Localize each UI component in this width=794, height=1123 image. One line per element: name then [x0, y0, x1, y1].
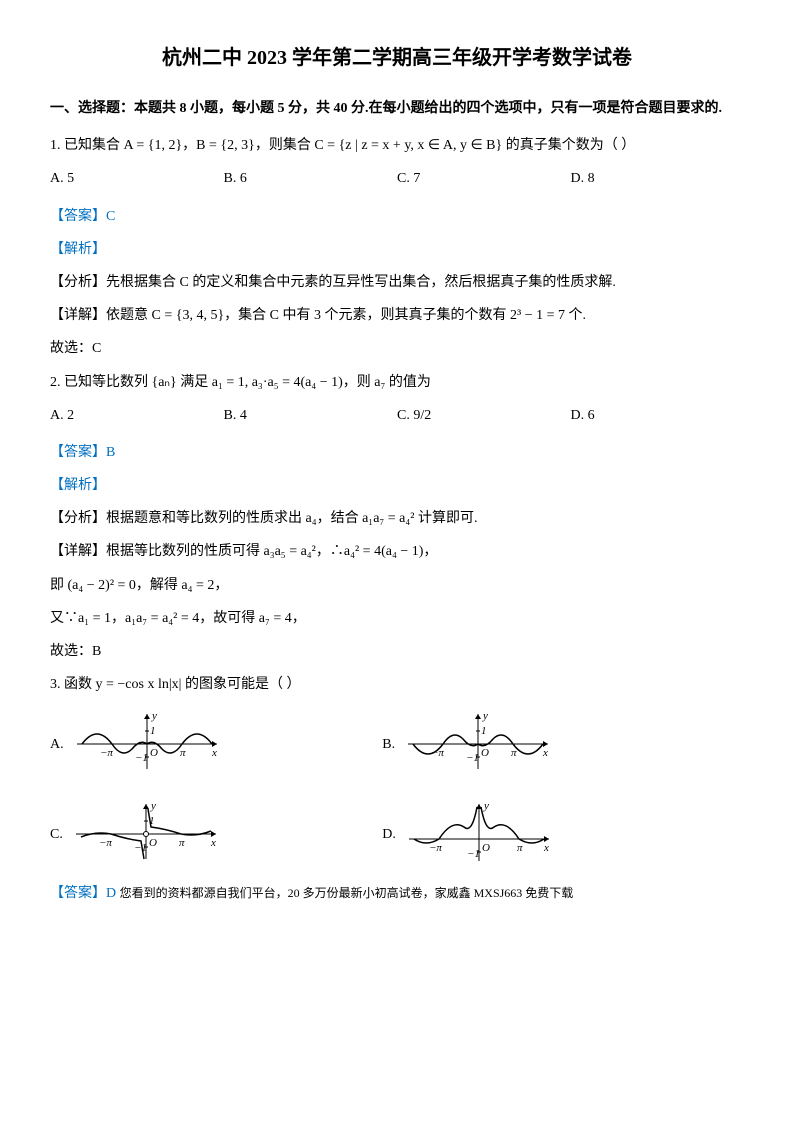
q2-optA: A. 2: [50, 403, 224, 428]
q2-step2: 即 (a₄ − 2)² = 0，解得 a₄ = 2，: [50, 573, 744, 598]
neg-pi-label: −π: [100, 747, 113, 759]
neg-one-label: −1: [135, 752, 148, 764]
q1-detail: 【详解】依题意 C = {3, 4, 5}，集合 C 中有 3 个元素，则其真子…: [50, 303, 744, 328]
q1-optC: C. 7: [397, 166, 571, 191]
x-axis-label: x: [543, 842, 549, 854]
origin-label: O: [149, 837, 157, 849]
origin-label: O: [482, 842, 490, 854]
q3-optC-label: C.: [50, 822, 63, 847]
origin-label: O: [150, 747, 158, 759]
q2-text: 2. 已知等比数列 {aₙ} 满足 a₁ = 1, a₃·a₅ = 4(a₄ −…: [50, 370, 744, 395]
page-title: 杭州二中 2023 学年第二学期高三年级开学考数学试卷: [50, 40, 744, 76]
q3-graphA: A. x y O π −π 1 −1: [50, 709, 362, 779]
graph-a-svg: x y O π −π 1 −1: [72, 709, 222, 779]
q1-analysis: 【解析】: [50, 237, 744, 262]
neg-one-label: −1: [466, 752, 479, 764]
one-label: 1: [481, 725, 487, 737]
q1-text: 1. 已知集合 A = {1, 2}，B = {2, 3}，则集合 C = {z…: [50, 133, 744, 158]
q1-answer: 【答案】C: [50, 204, 744, 229]
one-label: 1: [149, 815, 155, 827]
graph-b-svg: x y O π −π 1 −1: [403, 709, 553, 779]
q3-graphs: A. x y O π −π 1 −1 B. x y O: [50, 709, 744, 869]
q3-text: 3. 函数 y = −cos x ln|x| 的图象可能是（ ）: [50, 672, 744, 697]
q3-optD-label: D.: [382, 822, 396, 847]
graph-c-svg: x y O π −π 1 −1: [71, 799, 221, 869]
neg-pi-label: −π: [99, 837, 112, 849]
y-axis-label: y: [150, 800, 156, 812]
pi-label: π: [517, 842, 523, 854]
origin-label: O: [481, 747, 489, 759]
neg-pi-label: −π: [431, 747, 444, 759]
footer-text: 您看到的资料都源自我们平台，20 多万份最新小初高试卷，家威鑫 MXSJ663 …: [120, 886, 574, 900]
q3-graphC: C. x y O π −π 1 −1: [50, 799, 362, 869]
x-axis-label: x: [542, 747, 548, 759]
q2-options: A. 2 B. 4 C. 9/2 D. 6: [50, 403, 744, 428]
neg-pi-label: −π: [429, 842, 442, 854]
q3-optA-label: A.: [50, 732, 64, 757]
pi-label: π: [180, 747, 186, 759]
q2-step3: 又∵a₁ = 1，a₁a₇ = a₄² = 4，故可得 a₇ = 4，: [50, 606, 744, 631]
pi-label: π: [511, 747, 517, 759]
x-axis-label: x: [211, 747, 217, 759]
q2-fenxi: 【分析】根据题意和等比数列的性质求出 a₄，结合 a₁a₇ = a₄² 计算即可…: [50, 506, 744, 531]
q2-choice: 故选：B: [50, 639, 744, 664]
y-axis-label: y: [483, 800, 489, 812]
q1-optD: D. 8: [571, 166, 745, 191]
y-axis-label: y: [151, 710, 157, 722]
q2-analysis: 【解析】: [50, 473, 744, 498]
neg-one-label: −1: [467, 848, 480, 860]
y-axis-label: y: [482, 710, 488, 722]
q2-detail: 【详解】根据等比数列的性质可得 a₃a₅ = a₄²，∴a₄² = 4(a₄ −…: [50, 539, 744, 564]
q1-choice: 故选：C: [50, 336, 744, 361]
one-label: 1: [150, 725, 156, 737]
x-axis-label: x: [210, 837, 216, 849]
q2-optD: D. 6: [571, 403, 745, 428]
section-header: 一、选择题：本题共 8 小题，每小题 5 分，共 40 分.在每小题给出的四个选…: [50, 96, 744, 121]
q1-optB: B. 6: [224, 166, 398, 191]
q3-graphB: B. x y O π −π 1 −1: [382, 709, 694, 779]
pi-label: π: [179, 837, 185, 849]
q1-optA: A. 5: [50, 166, 224, 191]
q3-answer: 【答案】D: [50, 886, 116, 901]
graph-d-svg: x y O π −π −1: [404, 799, 554, 869]
q1-options: A. 5 B. 6 C. 7 D. 8: [50, 166, 744, 191]
q1-fenxi: 【分析】先根据集合 C 的定义和集合中元素的互异性写出集合，然后根据真子集的性质…: [50, 270, 744, 295]
q3-optB-label: B.: [382, 732, 395, 757]
q2-answer: 【答案】B: [50, 440, 744, 465]
q3-graphD: D. x y O π −π −1: [382, 799, 694, 869]
q2-optC: C. 9/2: [397, 403, 571, 428]
neg-one-label: −1: [134, 842, 147, 854]
q2-optB: B. 4: [224, 403, 398, 428]
